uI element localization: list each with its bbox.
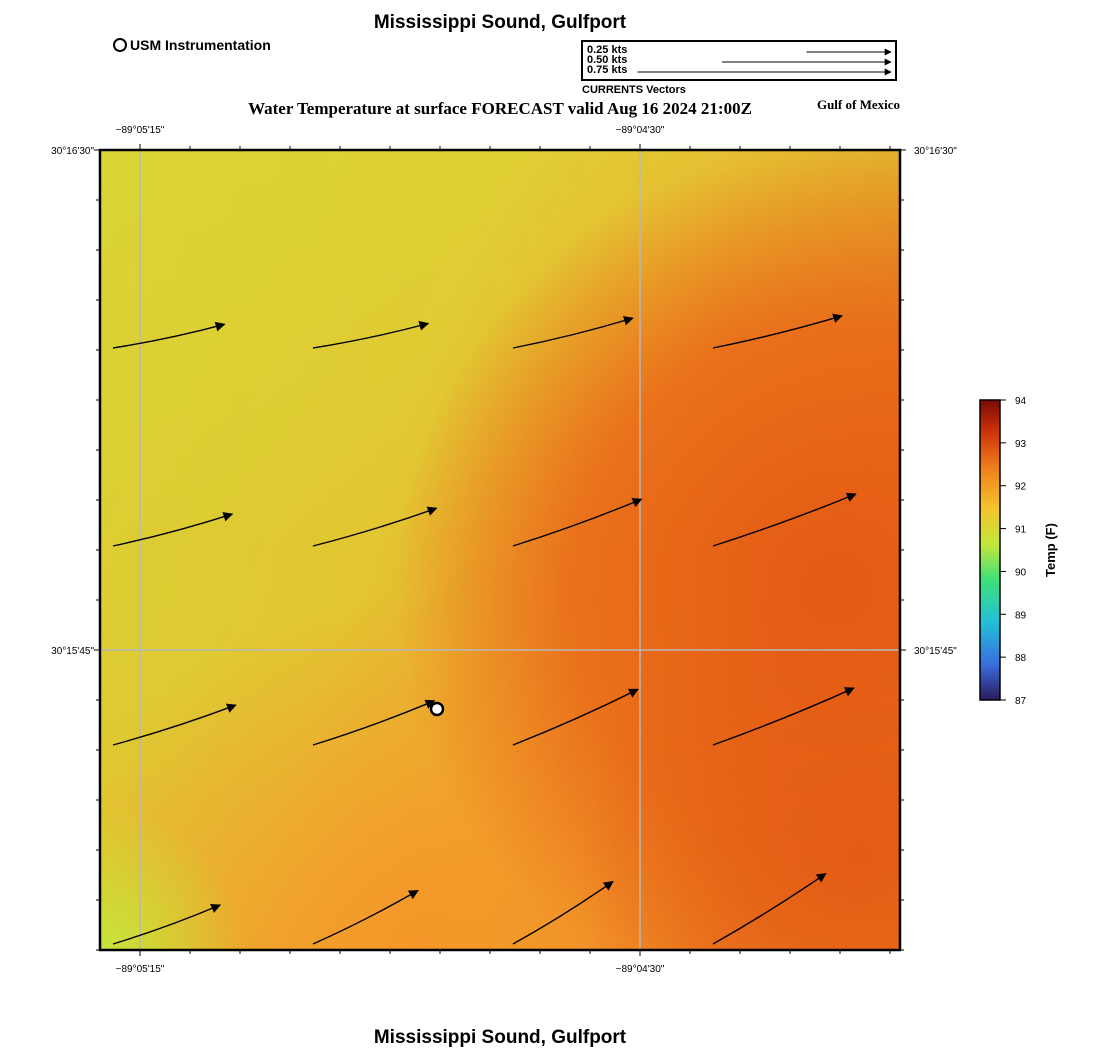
colorbar-tick-label-1: 88 [1015,653,1027,664]
left-tick-label-2: 30°15'45" [51,646,94,657]
left-tick-label-1: 30°16'30" [51,146,94,157]
right-tick-label-1: 30°16'30" [914,146,957,157]
open-circle-icon [113,38,127,52]
current-vector-r3-c3 [512,688,639,746]
map-subtitle: Water Temperature at surface FORECAST va… [248,99,752,118]
station-marker[interactable] [429,701,445,717]
current-vector-r1-c1 [112,321,226,349]
frame-ticks [94,144,906,956]
vector-legend-label-1: 0.25 kts [587,44,628,56]
bottom-tick-label-2: −89°04'30" [616,964,665,975]
map-footer-title: Mississippi Sound, Gulfport [373,1027,627,1048]
current-vector-r4-c2 [312,889,419,945]
right-tick-label-2: 30°15'45" [914,646,957,657]
temperature-field [100,150,900,950]
current-vector-r1-c4 [712,313,843,349]
top-tick-label-1: −89°05'15" [116,125,165,136]
current-vector-r4-c4 [712,872,827,945]
region-label: Gulf of Mexico [816,97,900,112]
vector-legend-label-2: 0.50 kts [587,54,628,66]
colorbar-scale [979,399,1001,701]
current-vector-r2-c2 [312,506,438,547]
current-vector-r2-c4 [712,492,857,547]
current-vector-r3-c4 [712,687,855,746]
vector-legend-label-3: 0.75 kts [587,64,628,76]
vector-legend: 0.25 kts 0.50 kts 0.75 kts [581,40,897,81]
colorbar-tick-label-7: 94 [1015,396,1027,407]
current-vector-r3-c2 [312,699,436,746]
vector-legend-title: CURRENTS Vectors [582,84,686,96]
colorbar-tick-label-4: 91 [1015,525,1027,536]
colorbar-title: Temp (F) [1043,523,1058,577]
current-vector-r1-c3 [512,315,634,349]
colorbar-tick-label-2: 89 [1015,610,1027,621]
station-legend-label: USM Instrumentation [130,37,271,53]
vector-legend-arrows [637,48,892,76]
top-tick-label-2: −89°04'30" [616,125,665,136]
current-vectors [112,313,857,945]
current-vector-r1-c2 [312,321,430,349]
map-title: Mississippi Sound, Gulfport [373,12,627,33]
current-vector-r4-c3 [512,881,614,945]
current-vector-r2-c1 [112,512,234,547]
colorbar: 87 88 89 90 91 92 93 94 Temp (F) [979,396,1058,707]
graticule [100,150,900,950]
current-vector-r3-c1 [112,703,237,746]
colorbar-tick-label-5: 92 [1015,482,1027,493]
colorbar-tick-label-6: 93 [1015,439,1027,450]
colorbar-tick-label-3: 90 [1015,567,1027,578]
bottom-tick-label-1: −89°05'15" [116,964,165,975]
station-legend: USM Instrumentation [113,37,271,53]
colorbar-tick-label-0: 87 [1015,696,1027,707]
current-vector-r2-c3 [512,498,643,547]
current-vector-r4-c1 [112,903,222,945]
